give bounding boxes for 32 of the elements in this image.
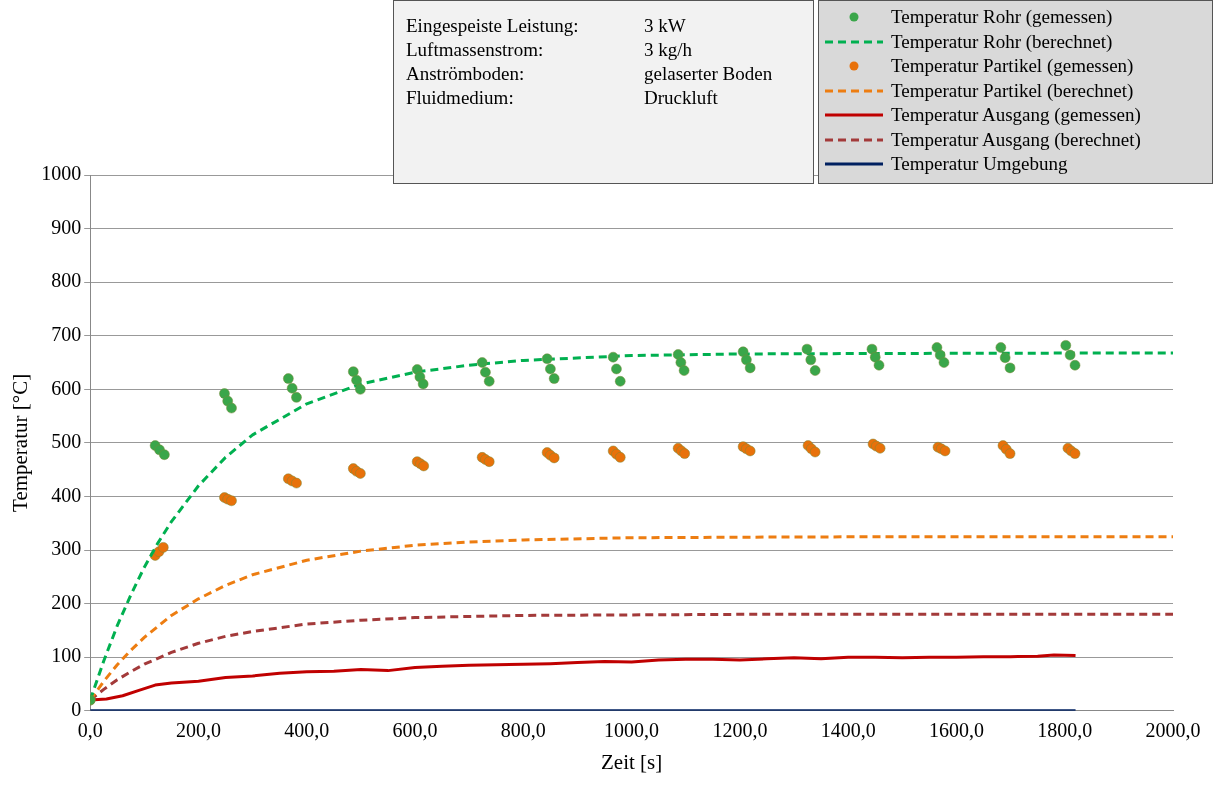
legend-label: Temperatur Ausgang (gemessen) <box>891 104 1141 127</box>
y-tick-label: 0 <box>71 698 82 721</box>
y-tick-label: 200 <box>51 590 82 613</box>
y-tick-label: 900 <box>51 215 82 238</box>
x-tick-label: 2000,0 <box>1145 719 1201 742</box>
x-tick-label: 1000,0 <box>604 719 660 742</box>
legend-label: Temperatur Rohr (berechnet) <box>891 30 1113 53</box>
x-tick-label: 600,0 <box>392 719 438 742</box>
y-tick-label: 500 <box>51 430 82 453</box>
y-tick-label: 400 <box>51 483 82 506</box>
x-tick-label: 400,0 <box>284 719 330 742</box>
x-tick-label: 1200,0 <box>712 719 768 742</box>
legend-label: Temperatur Partikel (berechnet) <box>891 79 1134 102</box>
x-tick-label: 1800,0 <box>1037 719 1093 742</box>
y-axis-title: Temperatur [°C] <box>8 373 33 512</box>
x-tick-label: 0,0 <box>77 719 103 742</box>
y-tick-label: 100 <box>51 644 82 667</box>
legend-label: Temperatur Partikel (gemessen) <box>891 55 1134 78</box>
x-tick-label: 200,0 <box>175 719 221 742</box>
y-tick-label: 700 <box>51 322 82 345</box>
x-tick-label: 1400,0 <box>820 719 876 742</box>
note-box: Eingespeiste Leistung: 3 kW Luftmassenstrom: 3 kg/h Anströmboden: gelaserter Boden Fluidmedium: Druckluft <box>393 0 814 184</box>
x-tick-label: 1600,0 <box>928 719 984 742</box>
legend-label: Temperatur Rohr (gemessen) <box>891 6 1113 29</box>
x-axis-title: Zeit [s] <box>600 749 663 774</box>
y-tick-label: 600 <box>51 376 82 399</box>
y-tick-label: 800 <box>51 269 82 292</box>
legend-label: Temperatur Umgebung <box>891 153 1068 176</box>
y-tick-label: 1000 <box>41 162 82 185</box>
x-tick-label: 800,0 <box>500 719 546 742</box>
legend-label: Temperatur Ausgang (berechnet) <box>891 128 1141 151</box>
y-tick-label: 300 <box>51 537 82 560</box>
